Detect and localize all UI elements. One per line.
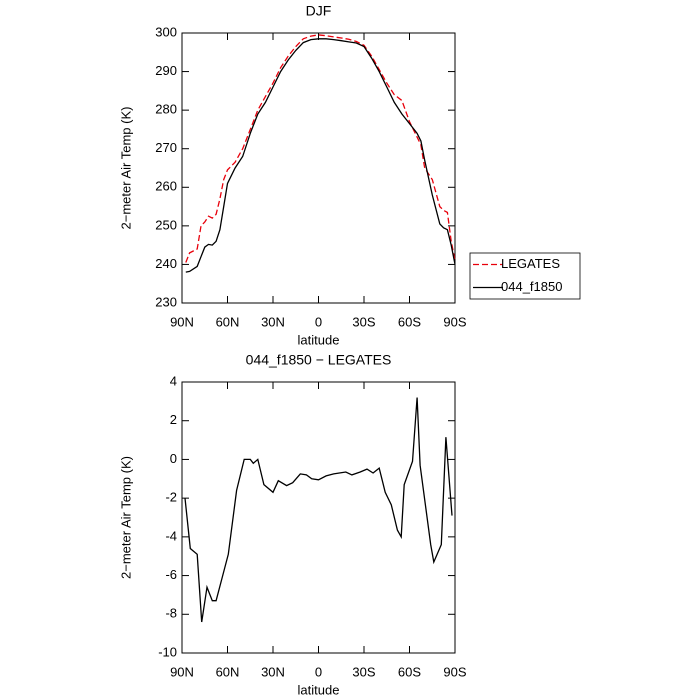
- x-tick-label: 60N: [216, 664, 240, 679]
- y-tick-label: 300: [155, 24, 177, 39]
- y-tick-label: 4: [170, 373, 177, 388]
- plot-frame: [181, 381, 456, 654]
- x-tick-label: 60S: [398, 664, 421, 679]
- legend-label: 044_f1850: [501, 279, 562, 294]
- x-tick-label: 0: [315, 664, 322, 679]
- y-tick-label: -8: [165, 606, 177, 621]
- x-tick-label: 90N: [170, 314, 194, 329]
- y-axis-label: 2−meter Air Temp (K): [118, 107, 133, 230]
- y-tick-label: 2: [170, 412, 177, 427]
- x-tick-label: 60N: [216, 314, 240, 329]
- x-tick-label: 30S: [352, 664, 375, 679]
- y-tick-label: 250: [155, 217, 177, 232]
- x-tick-label: 90N: [170, 664, 194, 679]
- plot-frame: [181, 32, 456, 304]
- x-tick-label: 90S: [443, 664, 466, 679]
- y-tick-label: -4: [165, 528, 177, 543]
- data-line: [185, 34, 456, 263]
- x-tick-label: 30S: [352, 314, 375, 329]
- legend-box: [469, 252, 581, 300]
- data-line: [185, 38, 456, 273]
- x-tick-label: 0: [315, 314, 322, 329]
- y-tick-label: 280: [155, 102, 177, 117]
- y-tick-label: 290: [155, 63, 177, 78]
- chart-title: 044_f1850 − LEGATES: [246, 352, 392, 368]
- x-tick-label: 30N: [261, 314, 285, 329]
- data-line: [184, 397, 453, 623]
- y-axis-label: 2−meter Air Temp (K): [118, 456, 133, 579]
- x-axis-label: latitude: [298, 332, 340, 347]
- chart-title: DJF: [306, 3, 332, 19]
- x-axis-label: latitude: [298, 682, 340, 697]
- y-tick-label: 260: [155, 179, 177, 194]
- x-tick-label: 30N: [261, 664, 285, 679]
- y-tick-label: 0: [170, 451, 177, 466]
- legend-label: LEGATES: [501, 256, 560, 271]
- x-tick-label: 60S: [398, 314, 421, 329]
- y-tick-label: -6: [165, 567, 177, 582]
- y-tick-label: 230: [155, 294, 177, 309]
- y-tick-label: 270: [155, 140, 177, 155]
- y-tick-label: -10: [158, 644, 177, 659]
- y-tick-label: -2: [165, 490, 177, 505]
- y-tick-label: 240: [155, 256, 177, 271]
- x-tick-label: 90S: [443, 314, 466, 329]
